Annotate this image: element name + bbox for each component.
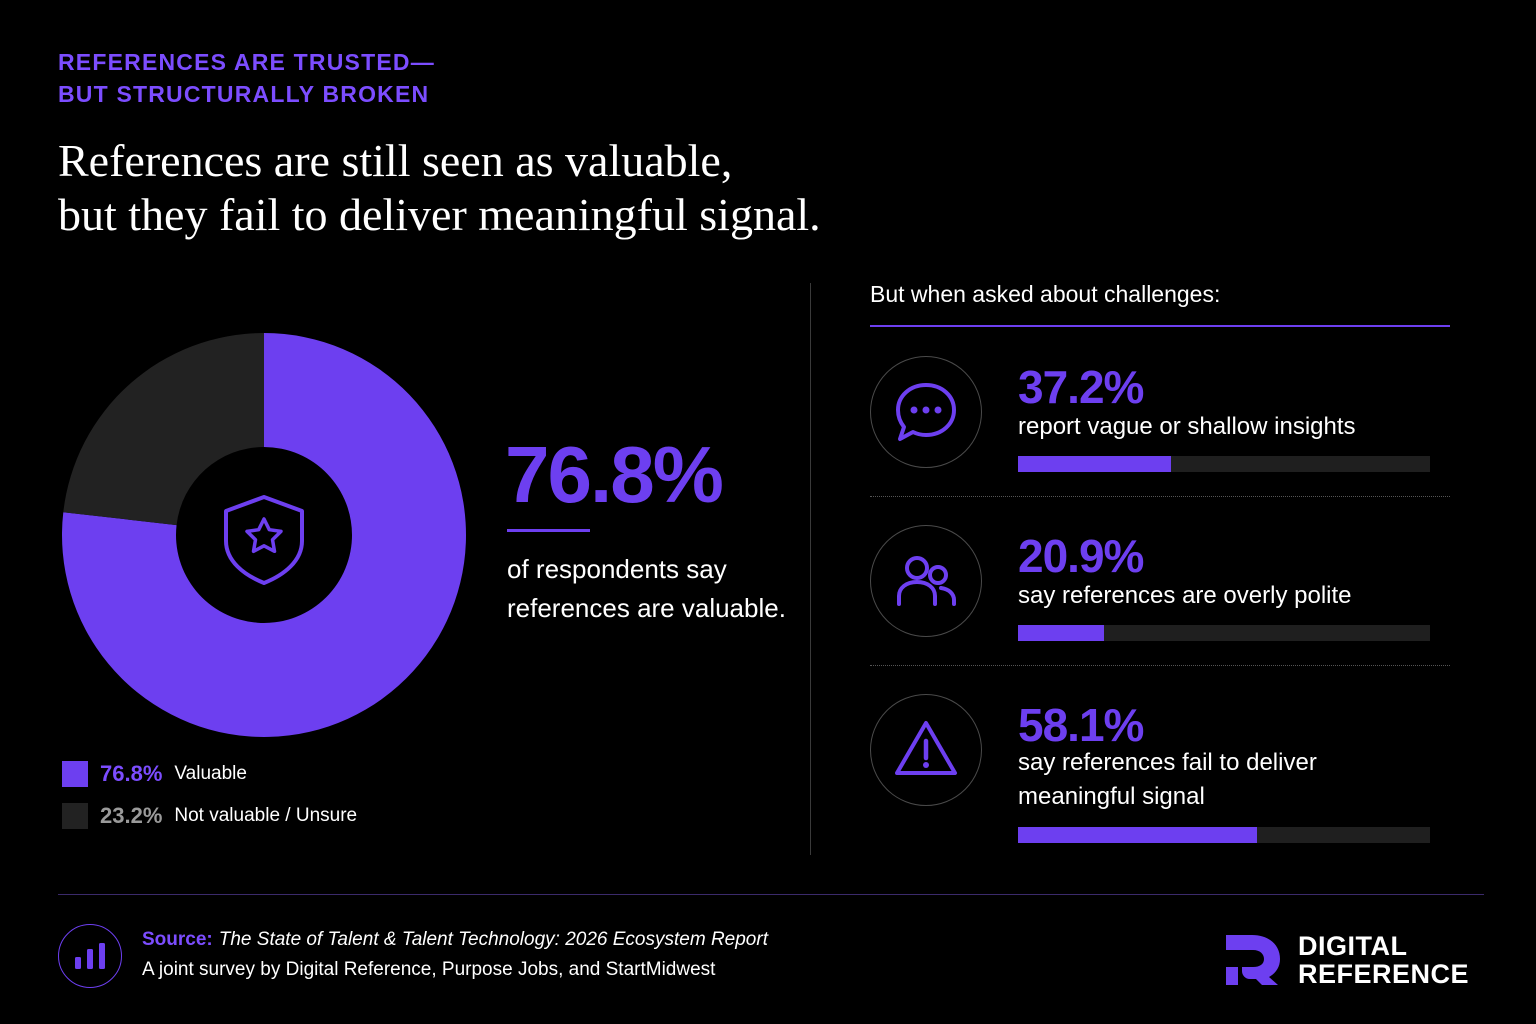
source-title: The State of Talent & Talent Technology:… — [218, 929, 768, 950]
dotted-divider — [870, 496, 1450, 497]
challenges-rule — [870, 325, 1450, 327]
shield-star-icon — [224, 495, 304, 585]
legend-item-valuable: 76.8% Valuable — [62, 758, 357, 790]
legend-pct: 23.2% — [100, 803, 163, 828]
challenge-bar-fill — [1018, 625, 1105, 641]
eyebrow: REFERENCES ARE TRUSTED— BUT STRUCTURALLY… — [58, 46, 435, 110]
brand-mark-icon — [1226, 935, 1280, 985]
headline: References are still seen as valuable, b… — [58, 134, 918, 242]
challenge-label: say references are overly polite — [1018, 582, 1352, 609]
donut-slice-valuable — [62, 333, 466, 737]
people-icon — [870, 525, 982, 637]
challenge-bar — [1018, 827, 1430, 843]
legend-item-not-valuable: 23.2% Not valuable / Unsure — [62, 800, 357, 832]
headline-line-1: References are still seen as valuable, — [58, 135, 733, 186]
legend: 76.8% Valuable 23.2% Not valuable / Unsu… — [62, 758, 357, 842]
dotted-divider — [870, 665, 1450, 666]
legend-pct: 76.8% — [100, 761, 163, 786]
challenge-pct: 20.9% — [1018, 530, 1144, 582]
challenge-bar-fill — [1018, 456, 1172, 472]
challenge-pct: 58.1% — [1018, 699, 1144, 751]
big-stat-rule — [507, 529, 590, 532]
donut-slice-not-valuable — [63, 333, 265, 526]
legend-swatch — [62, 761, 88, 787]
brand-line-2: REFERENCE — [1298, 959, 1470, 989]
legend-label: Not valuable / Unsure — [174, 805, 358, 826]
chat-bubble-icon — [870, 356, 982, 468]
big-stat-description: of respondents say references are valuab… — [507, 554, 786, 623]
eyebrow-line-2: BUT STRUCTURALLY BROKEN — [58, 81, 430, 107]
legend-swatch — [62, 803, 88, 829]
donut-chart — [62, 333, 466, 737]
challenges-heading: But when asked about challenges: — [870, 281, 1221, 307]
footer-rule — [58, 894, 1484, 895]
vertical-divider — [810, 283, 811, 855]
brand-logo: DIGITAL REFERENCE — [1222, 932, 1469, 988]
source-subtitle: A joint survey by Digital Reference, Pur… — [142, 959, 716, 980]
big-stat-value: 76.8% — [505, 430, 724, 519]
headline-line-2: but they fail to deliver meaningful sign… — [58, 189, 821, 240]
eyebrow-line-1: REFERENCES ARE TRUSTED— — [58, 49, 435, 75]
challenge-pct: 37.2% — [1018, 361, 1144, 413]
warning-icon — [870, 694, 982, 806]
challenge-bar — [1018, 625, 1430, 641]
challenge-item: 37.2% report vague or shallow insights — [870, 356, 1450, 476]
challenge-bar-fill — [1018, 827, 1258, 843]
challenge-item: 20.9% say references are overly polite — [870, 525, 1450, 645]
challenge-bar — [1018, 456, 1430, 472]
source-label: Source: — [142, 929, 213, 950]
brand-line-1: DIGITAL — [1298, 931, 1408, 961]
challenge-label: report vague or shallow insights — [1018, 413, 1356, 440]
challenge-label: say references fail to deliver meaningfu… — [1018, 749, 1317, 810]
source-line: Source: The State of Talent & Talent Tech… — [142, 929, 768, 951]
challenge-item: 58.1% say references fail to deliver mea… — [870, 694, 1450, 844]
legend-label: Valuable — [174, 763, 247, 784]
bar-chart-icon — [58, 924, 122, 988]
brand-wordmark: DIGITAL REFERENCE — [1298, 932, 1469, 988]
